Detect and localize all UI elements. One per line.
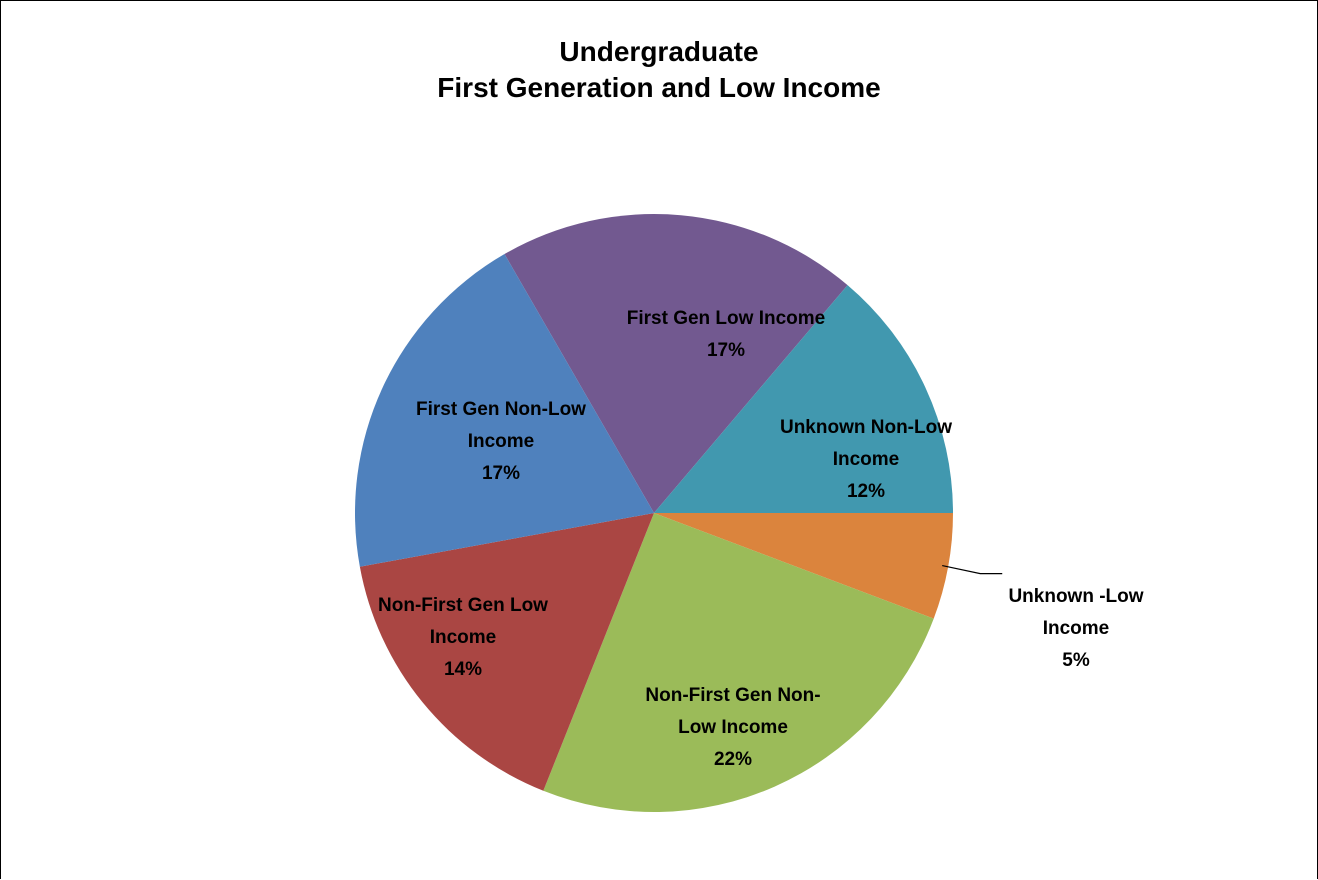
chart-title-line-1: Undergraduate: [559, 36, 759, 67]
pie-label-line: Income: [1043, 618, 1110, 639]
pie-leader-line: [942, 565, 1003, 575]
pie-label-line: First Gen Low Income: [627, 308, 825, 329]
pie-label-line: Unknown -Low: [1008, 586, 1143, 607]
chart-title-line-2: First Generation and Low Income: [437, 72, 881, 103]
pie-label-unknown-non-low-income: Unknown Non-Low Income 12%: [780, 417, 952, 502]
chart-title: Undergraduate First Generation and Low I…: [0, 34, 1318, 106]
pie-label-line: Non-First Gen Non-: [645, 685, 820, 706]
pie-label-non-first-gen-low-income: Non-First Gen Low Income 14%: [378, 595, 548, 680]
pie-label-line: 5%: [1062, 650, 1090, 671]
pie-label-first-gen-non-low-income: First Gen Non-Low Income 17%: [416, 399, 586, 484]
pie-slice-non-first-gen-low-income: [359, 513, 654, 791]
pie-label-line: Income: [468, 431, 535, 452]
pie-label-line: 17%: [482, 463, 520, 484]
pie-label-line: 12%: [847, 481, 885, 502]
pie-label-unknown-low-income: Unknown -Low Income 5%: [1008, 586, 1143, 671]
pie-slice-first-gen-low-income: [504, 213, 848, 513]
pie-label-line: Non-First Gen Low: [378, 595, 548, 616]
pie-label-line: Unknown Non-Low: [780, 417, 952, 438]
pie-slice-unknown-non-low-income: [654, 285, 953, 513]
pie-slice-non-first-gen-non-low-income: [543, 513, 934, 812]
pie-label-line: Income: [833, 449, 900, 470]
pie-label-line: Low Income: [678, 717, 788, 738]
pie-slice-first-gen-non-low-income: [355, 254, 654, 567]
pie-label-line: 22%: [714, 749, 752, 770]
pie-label-non-first-gen-non-low-income: Non-First Gen Non- Low Income 22%: [645, 685, 820, 770]
pie-label-first-gen-low-income: First Gen Low Income 17%: [627, 308, 825, 361]
pie-label-line: Income: [430, 627, 497, 648]
pie-slice-unknown-low-income: [654, 513, 953, 619]
pie-label-line: 17%: [707, 340, 745, 361]
pie-label-line: First Gen Non-Low: [416, 399, 586, 420]
pie-label-line: 14%: [444, 659, 482, 680]
